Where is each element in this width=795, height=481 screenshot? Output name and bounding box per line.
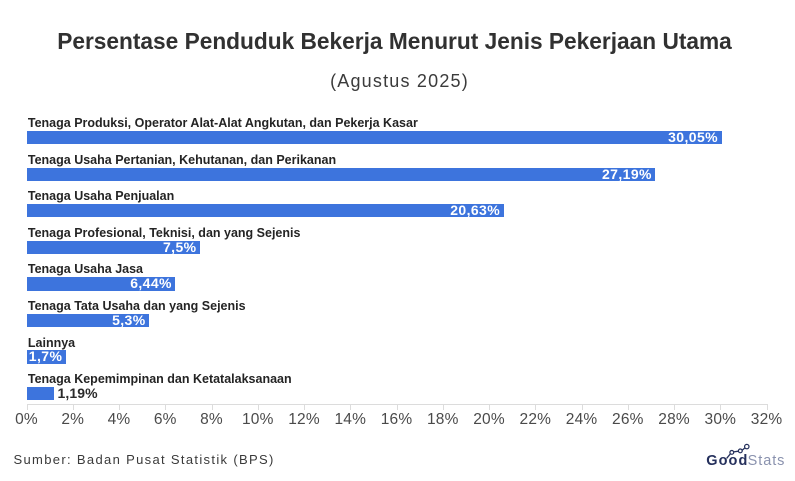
svg-text:Stats: Stats (748, 453, 786, 469)
svg-text:Good: Good (706, 453, 748, 469)
